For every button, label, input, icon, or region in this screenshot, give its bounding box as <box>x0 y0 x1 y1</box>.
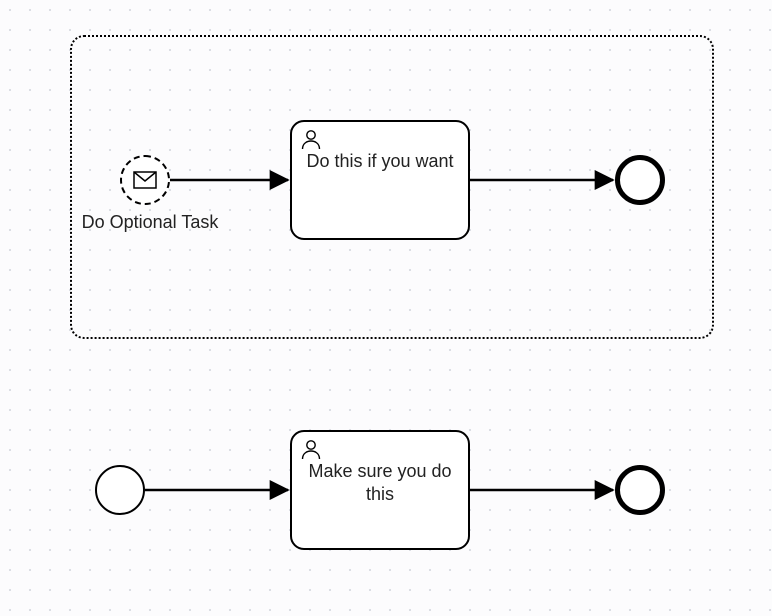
user-icon <box>300 438 322 460</box>
bpmn-canvas: Do Optional Task Do this if you want Mak… <box>0 0 772 616</box>
end-event-2 <box>615 465 665 515</box>
message-start-event <box>120 155 170 205</box>
user-task-mandatory-label: Make sure you do this <box>302 460 458 505</box>
user-task-mandatory: Make sure you do this <box>290 430 470 550</box>
envelope-icon <box>133 171 157 189</box>
start-event <box>95 465 145 515</box>
end-event-1 <box>615 155 665 205</box>
user-task-optional: Do this if you want <box>290 120 470 240</box>
user-task-optional-label: Do this if you want <box>302 150 458 173</box>
message-start-event-label: Do Optional Task <box>70 212 230 233</box>
user-icon <box>300 128 322 150</box>
